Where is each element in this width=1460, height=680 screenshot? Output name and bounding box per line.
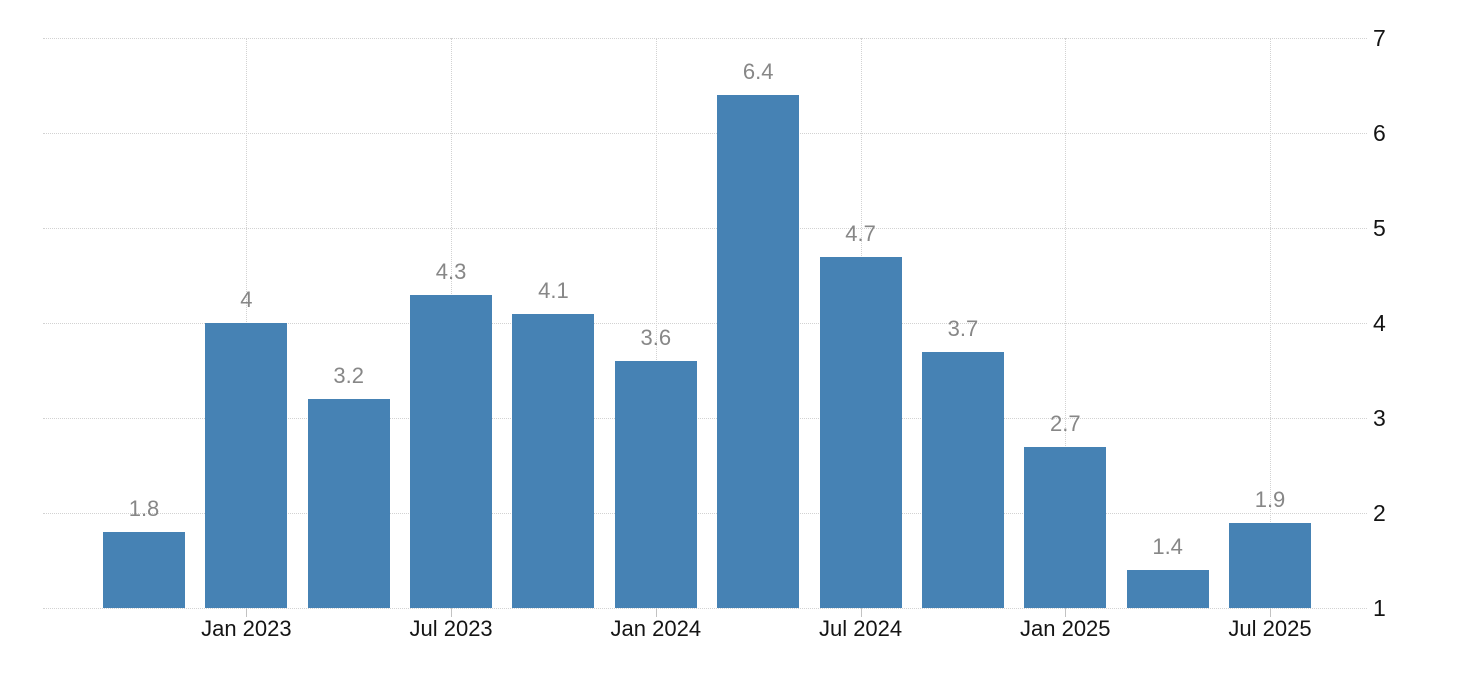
- bar-value-label: 3.7: [947, 315, 979, 341]
- bar: [1126, 570, 1209, 608]
- x-axis-tick: [1270, 608, 1271, 617]
- y-axis-tick-label: 3: [1373, 405, 1386, 431]
- bar: [614, 361, 697, 608]
- x-axis-tick: [860, 608, 862, 617]
- y-axis-tick-label: 1: [1373, 595, 1386, 621]
- bar: [1229, 522, 1311, 608]
- h-gridline: [43, 323, 1367, 324]
- bar-value-label: 2.7: [1049, 410, 1081, 436]
- y-axis-tick-label: 4: [1373, 310, 1386, 336]
- h-gridline: [43, 513, 1367, 514]
- x-axis-tick-label: Jan 2024: [610, 616, 702, 641]
- y-axis-tick-label: 7: [1373, 25, 1386, 51]
- bar: [512, 313, 595, 608]
- x-axis-tick-label: Jul 2024: [818, 616, 903, 641]
- h-gridline: [43, 133, 1367, 134]
- v-gridline: [655, 38, 657, 608]
- y-axis-tick-label: 2: [1373, 500, 1386, 526]
- v-gridline: [1065, 38, 1067, 608]
- x-axis-tick-label: Jan 2025: [1020, 616, 1111, 641]
- x-axis-tick: [1065, 608, 1067, 617]
- bar-value-label: 3.2: [333, 363, 365, 388]
- bar-value-label: 4.1: [538, 277, 569, 303]
- y-axis-tick-label: 5: [1373, 215, 1386, 241]
- x-axis-tick: [655, 608, 657, 617]
- h-gridline: [43, 608, 1367, 609]
- bar: [307, 399, 390, 608]
- h-gridline: [43, 228, 1367, 229]
- bar: [1024, 446, 1107, 608]
- bar: [103, 532, 185, 608]
- bar-value-label: 6.4: [742, 59, 774, 84]
- bar-value-label: 4.3: [435, 258, 467, 284]
- bar: [205, 323, 288, 608]
- bar-value-label: 1.4: [1152, 534, 1183, 559]
- x-axis-tick-label: Jul 2023: [409, 616, 493, 641]
- bar-value-label: 3.6: [640, 325, 672, 350]
- bar-value-label: 4.7: [845, 220, 876, 246]
- h-gridline: [43, 418, 1367, 419]
- x-axis-tick-label: Jul 2025: [1228, 616, 1312, 641]
- x-axis-tick: [451, 608, 453, 617]
- h-gridline: [43, 38, 1367, 39]
- x-axis-tick: [246, 608, 248, 617]
- bar: [410, 294, 493, 608]
- v-gridline: [1270, 38, 1271, 608]
- y-axis-tick-label: 6: [1373, 120, 1386, 146]
- bar: [921, 351, 1004, 608]
- bar: [819, 256, 902, 608]
- x-axis-tick-label: Jan 2023: [201, 616, 292, 641]
- bar: [717, 95, 800, 608]
- bar-value-label: 1.8: [128, 496, 160, 521]
- bar-value-label: 1.9: [1254, 486, 1286, 512]
- bar-value-label: 4: [240, 287, 253, 312]
